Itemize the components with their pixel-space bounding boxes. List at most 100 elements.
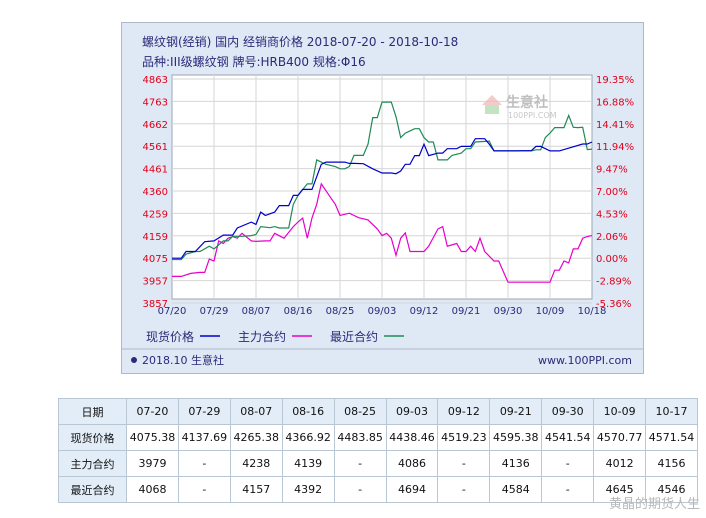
y-tick-label-left: 4259 [143, 209, 168, 220]
table-header-date: 08-25 [333, 398, 387, 425]
table-row-label: 现货价格 [58, 424, 127, 451]
footer-right: www.100PPI.com [538, 354, 632, 367]
table-cell: 4584 [489, 476, 543, 503]
y-tick-label-right: 4.53% [596, 209, 628, 220]
y-tick-label-right: 19.35% [596, 75, 634, 86]
x-tick-label: 09/30 [494, 306, 523, 317]
x-tick-label: 08/07 [242, 306, 271, 317]
logo-text: 生意社 [506, 94, 548, 111]
logo-url: 100PPI.COM [508, 111, 557, 120]
chart-title: 螺纹钢(经销) 国内 经销商价格 2018-07-20 - 2018-10-18 [142, 35, 459, 49]
y-tick-label-right: -5.36% [596, 299, 631, 310]
y-tick-label-right: 11.94% [596, 142, 634, 153]
table-cell: 4546 [645, 476, 698, 503]
weibo-watermark: 黄晶的期货人生 [608, 497, 700, 512]
table-cell: 4136 [489, 450, 543, 477]
logo-house-icon [485, 105, 499, 114]
table-cell: 4595.38 [489, 424, 543, 451]
y-tick-label-right: 7.00% [596, 187, 628, 198]
table-header-date: 07-29 [177, 398, 231, 425]
x-tick-label: 10/18 [578, 306, 607, 317]
x-tick-label: 08/16 [284, 306, 313, 317]
series-line-1 [172, 138, 593, 259]
table-cell: 4157 [229, 476, 283, 503]
y-tick-label-left: 3957 [143, 277, 168, 288]
y-tick-label-left: 4159 [143, 232, 168, 243]
table-cell: 4438.46 [385, 424, 439, 451]
table-header-date: 08-16 [281, 398, 335, 425]
table-cell: 4571.54 [645, 424, 698, 451]
y-tick-label-left: 4662 [143, 120, 168, 131]
table-cell: 4519.23 [437, 424, 491, 451]
table-header-date: 08-07 [229, 398, 283, 425]
x-tick-label: 07/29 [200, 306, 229, 317]
logo-roof-icon [482, 95, 502, 105]
table-cell: 4137.69 [177, 424, 231, 451]
table-cell: 4694 [385, 476, 439, 503]
table-cell: 4086 [385, 450, 439, 477]
y-tick-label-left: 3857 [143, 299, 168, 310]
table-cell: - [541, 476, 595, 503]
chart-subtitle: 品种:III级螺纹钢 牌号:HRB400 规格:Φ16 [142, 55, 366, 69]
footer-bullet-icon [131, 357, 137, 363]
table-cell: 4392 [281, 476, 335, 503]
table-cell: 4541.54 [541, 424, 595, 451]
y-tick-label-left: 4763 [143, 97, 168, 108]
y-tick-label-right: 0.00% [596, 254, 628, 265]
table-cell: 4265.38 [229, 424, 283, 451]
table-header-date: 09-03 [385, 398, 439, 425]
y-tick-label-left: 4075 [143, 254, 168, 265]
legend-label-1: 现货价格 [146, 329, 194, 344]
table-header-date: 09-12 [437, 398, 491, 425]
table-cell: 4483.85 [333, 424, 387, 451]
y-tick-label-left: 4863 [143, 75, 168, 86]
y-tick-label-right: 16.88% [596, 97, 634, 108]
table-cell: 4075.38 [126, 424, 179, 451]
table-cell: 4645 [593, 476, 647, 503]
legend-label-3: 最近合约 [330, 329, 378, 344]
table-row: 最近合约 4068-4157 4392-4694-4584-4645 4546 [58, 476, 698, 503]
y-tick-label-right: -2.89% [596, 277, 631, 288]
x-tick-label: 07/20 [158, 306, 187, 317]
table-cell: 3979 [126, 450, 179, 477]
table-header-label: 日期 [58, 398, 127, 425]
x-tick-label: 09/12 [410, 306, 439, 317]
x-tick-label: 09/21 [452, 306, 481, 317]
table-cell: - [437, 476, 491, 503]
x-tick-label: 08/25 [326, 306, 355, 317]
table-header-date: 09-30 [541, 398, 595, 425]
table-cell: - [541, 450, 595, 477]
table-row: 现货价格 4075.38 4137.69 4265.38 4366.92 4483.85 4… [58, 424, 698, 451]
y-tick-label-left: 4561 [143, 142, 168, 153]
y-tick-label-right: 9.47% [596, 165, 628, 176]
table-cell: 4570.77 [593, 424, 647, 451]
table-cell: - [437, 450, 491, 477]
table-row: 主力合约 3979-4238 4139-4086-4136-4012 4156 [58, 450, 698, 477]
table-cell: 4012 [593, 450, 647, 477]
x-tick-label: 09/03 [368, 306, 397, 317]
table-cell: 4139 [281, 450, 335, 477]
y-tick-label-right: 2.06% [596, 232, 628, 243]
table-cell: - [177, 476, 231, 503]
table-header-date: 10-17 [645, 398, 698, 425]
price-table: 日期 07-20 07-29 08-07 08-16 08-25 09-03 09-12 09-… [58, 398, 698, 503]
line-chart: 4863 19.35% 4763 16.88% 4662 14.41% 4561 11.94%… [122, 74, 643, 367]
table-header-date: 07-20 [126, 398, 179, 425]
table-header-date: 09-21 [489, 398, 543, 425]
table-cell: - [333, 476, 387, 503]
table-row-label: 最近合约 [58, 476, 127, 503]
table-cell: - [333, 450, 387, 477]
table-cell: 4366.92 [281, 424, 335, 451]
footer-left: 2018.10 生意社 [142, 353, 224, 367]
table-cell: 4238 [229, 450, 283, 477]
table-row-label: 主力合约 [58, 450, 127, 477]
x-tick-label: 10/09 [536, 306, 565, 317]
table-header-row: 日期 07-20 07-29 08-07 08-16 08-25 09-03 09-12 09-… [58, 398, 698, 425]
table-header-date: 10-09 [593, 398, 647, 425]
chart-panel: 螺纹钢(经销) 国内 经销商价格 2018-07-20 - 2018-10-18… [121, 22, 644, 374]
y-tick-label-left: 4360 [143, 187, 168, 198]
series-line-3 [172, 101, 593, 261]
y-tick-label-right: 14.41% [596, 120, 634, 131]
table-cell: 4068 [126, 476, 179, 503]
table-cell: - [177, 450, 231, 477]
